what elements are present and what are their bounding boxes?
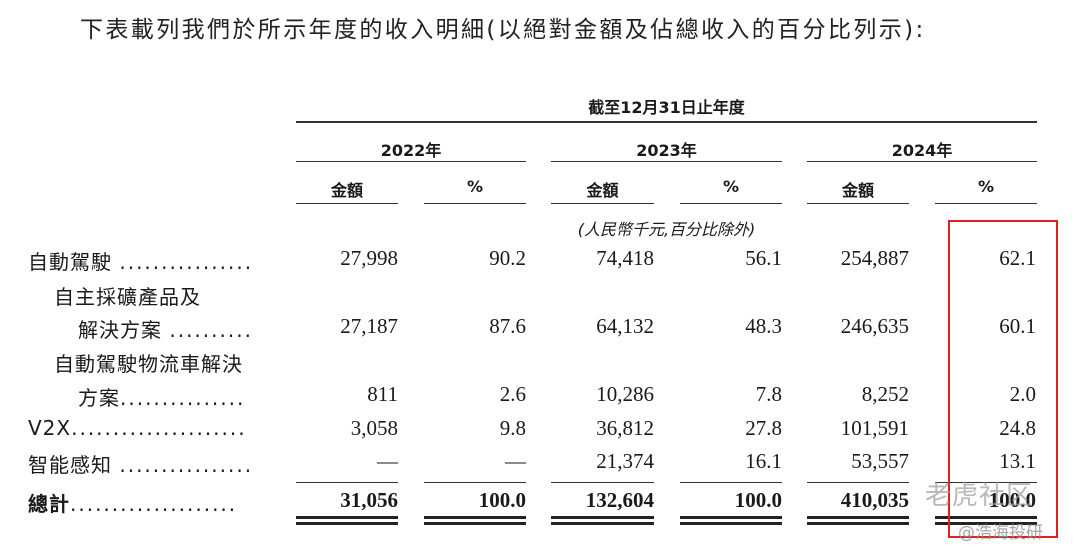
row-label: 自動駕駛 ................ — [28, 246, 253, 275]
cell-amount-2024: 53,557 — [851, 449, 909, 473]
table-row: 自動駕駛 ................ 27,998 90.2 74,418… — [0, 246, 1080, 276]
table-row: 解決方案 .......... 27,187 87.6 64,132 48.3 … — [0, 314, 1080, 344]
leader-dots: .................... — [70, 492, 238, 516]
intro-text: 下表載列我們於所示年度的收入明細(以絕對金額及佔總收入的百分比列示): — [80, 17, 926, 43]
watermark: 老虎社区 — [925, 481, 1034, 511]
subtotal-rule — [424, 482, 526, 483]
cell-pct-2023: 100.0 — [734, 488, 782, 512]
cell-pct-2023: 56.1 — [745, 246, 782, 270]
cell-pct-2024: 13.1 — [999, 449, 1036, 473]
cell-pct-2022: — — [505, 449, 526, 473]
row-label: 自動駕駛物流車解決 — [54, 352, 243, 376]
double-underline — [680, 516, 782, 525]
period-header: 截至12月31日止年度 — [588, 98, 745, 117]
double-underline — [551, 516, 654, 525]
unit-note: (人民幣千元,百分比除外) — [577, 220, 756, 239]
col-pct-2024: % — [977, 177, 995, 196]
year-header-2023: 2023年 — [636, 141, 697, 160]
cell-pct-2024: 62.1 — [999, 246, 1036, 270]
year-rule-2023 — [551, 161, 782, 162]
leader-dots: .......... — [169, 318, 253, 342]
col-pct-2022: % — [466, 177, 484, 196]
cell-amount-2023: 21,374 — [596, 449, 654, 473]
double-underline — [935, 516, 1037, 525]
col-rule — [296, 203, 398, 204]
cell-amount-2023: 36,812 — [596, 416, 654, 440]
cell-pct-2023: 7.8 — [755, 382, 782, 406]
double-underline — [807, 516, 909, 525]
row-label-text: V2X — [28, 416, 72, 440]
row-label-text: 解決方案 — [78, 318, 162, 342]
cell-amount-2023: 64,132 — [596, 314, 654, 338]
year-rule-2022 — [296, 161, 526, 162]
cell-amount-2024: 410,035 — [840, 488, 909, 512]
cell-pct-2024: 100.0 — [988, 488, 1036, 512]
row-label: 方案............... — [78, 382, 245, 411]
table-row: V2X..................... 3,058 9.8 36,81… — [0, 416, 1080, 446]
cell-pct-2024: 60.1 — [999, 314, 1036, 338]
col-pct-2023: % — [722, 177, 740, 196]
year-header-2022: 2022年 — [380, 141, 442, 160]
row-label: 自主採礦產品及 — [54, 285, 201, 309]
row-label: 總計.................... — [28, 488, 237, 517]
cell-pct-2024: 24.8 — [999, 416, 1036, 440]
col-rule — [935, 203, 1037, 204]
total-row: 總計.................... 31,056 100.0 132,… — [0, 488, 1080, 518]
cell-pct-2022: 2.6 — [499, 382, 526, 406]
leader-dots: ............... — [120, 386, 246, 410]
cell-amount-2023: 132,604 — [585, 488, 654, 512]
year-rule-2024 — [807, 161, 1037, 162]
row-label-text: 智能感知 — [28, 453, 112, 477]
col-amount-2022: 金額 — [330, 181, 363, 200]
col-rule — [551, 203, 654, 204]
cell-amount-2022: 31,056 — [340, 488, 398, 512]
row-label-text: 方案 — [78, 386, 120, 410]
subtotal-rule — [807, 482, 909, 483]
cell-amount-2024: 246,635 — [840, 314, 909, 338]
subtotal-rule — [296, 482, 398, 483]
subtotal-rule — [680, 482, 782, 483]
row-label: 解決方案 .......... — [78, 314, 253, 343]
cell-pct-2022: 87.6 — [489, 314, 526, 338]
cell-pct-2023: 27.8 — [745, 416, 782, 440]
cell-amount-2022: 27,998 — [340, 246, 398, 270]
cell-pct-2023: 16.1 — [745, 449, 782, 473]
table-row: 智能感知 ................ — — 21,374 16.1 53… — [0, 449, 1080, 479]
double-underline — [296, 516, 398, 525]
cell-amount-2024: 8,252 — [861, 382, 909, 406]
cell-amount-2022: 811 — [367, 382, 398, 406]
col-amount-2024: 金額 — [841, 181, 874, 200]
cell-pct-2022: 90.2 — [489, 246, 526, 270]
row-label-text: 總計 — [28, 492, 70, 516]
leader-dots: ................ — [119, 453, 254, 477]
highlight-box — [948, 220, 1058, 538]
table-row: 方案............... 811 2.6 10,286 7.8 8,2… — [0, 382, 1080, 412]
col-rule — [680, 203, 782, 204]
year-header-2024: 2024年 — [891, 141, 953, 160]
leader-dots: ................ — [119, 250, 254, 274]
watermark-handle: @浩海投研 — [958, 523, 1043, 543]
col-rule — [807, 203, 909, 204]
cell-pct-2022: 100.0 — [478, 488, 526, 512]
row-label-text: 自動駕駛 — [28, 250, 112, 274]
subtotal-rule — [935, 482, 1037, 483]
cell-pct-2024: 2.0 — [1009, 382, 1036, 406]
cell-amount-2024: 254,887 — [840, 246, 909, 270]
cell-pct-2023: 48.3 — [745, 314, 782, 338]
period-rule — [296, 121, 1037, 123]
double-underline — [424, 516, 526, 525]
col-amount-2023: 金額 — [586, 181, 619, 200]
cell-amount-2023: 10,286 — [596, 382, 654, 406]
row-label: 智能感知 ................ — [28, 449, 253, 478]
cell-amount-2022: 3,058 — [350, 416, 398, 440]
cell-amount-2022: — — [377, 449, 398, 473]
subtotal-rule — [551, 482, 654, 483]
leader-dots: ..................... — [71, 416, 247, 440]
cell-pct-2022: 9.8 — [499, 416, 526, 440]
row-label: V2X..................... — [28, 416, 247, 440]
cell-amount-2022: 27,187 — [340, 314, 398, 338]
cell-amount-2023: 74,418 — [596, 246, 654, 270]
cell-amount-2024: 101,591 — [840, 416, 909, 440]
col-rule — [424, 203, 526, 204]
